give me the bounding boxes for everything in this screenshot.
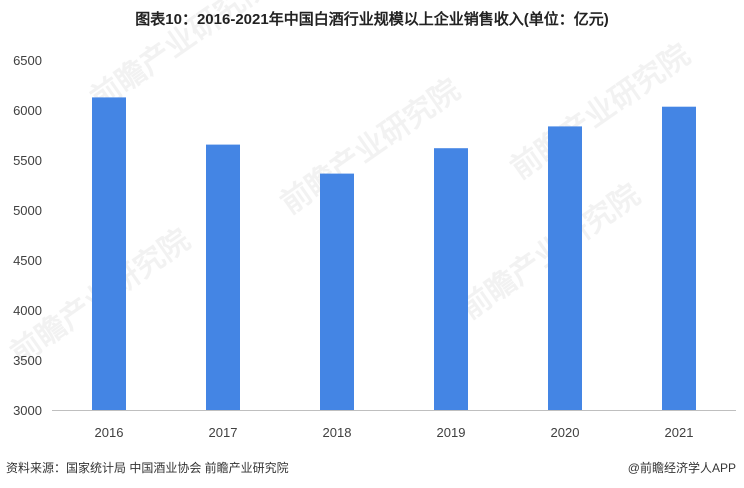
x-tick-label: 2016	[95, 425, 124, 440]
bar-2016	[92, 97, 126, 411]
y-tick-label: 4000	[13, 303, 42, 318]
x-tick-label: 2018	[323, 425, 352, 440]
y-tick-label: 5000	[13, 203, 42, 218]
x-tick-label: 2020	[551, 425, 580, 440]
x-tick-label: 2017	[209, 425, 238, 440]
y-tick-label: 3500	[13, 353, 42, 368]
y-tick-label: 3000	[13, 403, 42, 418]
bar-2017	[206, 144, 240, 410]
bar-2020	[548, 126, 582, 411]
bar-2021	[662, 106, 696, 410]
source-note: 资料来源：国家统计局 中国酒业协会 前瞻产业研究院	[6, 461, 289, 475]
y-tick-label: 6500	[13, 53, 42, 68]
x-tick-label: 2019	[437, 425, 466, 440]
y-tick-label: 5500	[13, 153, 42, 168]
y-tick-label: 4500	[13, 253, 42, 268]
bar-2018	[320, 173, 354, 410]
y-tick-label: 6000	[13, 103, 42, 118]
bar-2019	[434, 148, 468, 410]
chart-title: 图表10：2016-2021年中国白酒行业规模以上企业销售收入(单位：亿元)	[135, 11, 609, 28]
brand-label: @前瞻经济学人APP	[627, 461, 736, 475]
x-tick-label: 2021	[665, 425, 694, 440]
